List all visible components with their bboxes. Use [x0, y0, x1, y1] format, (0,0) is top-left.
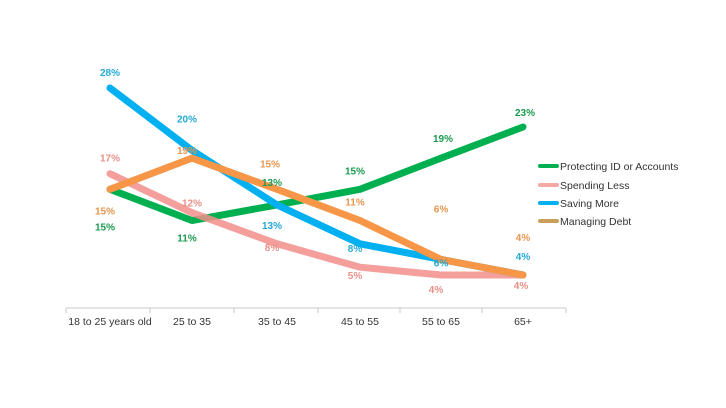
x-tick-label: 65+ [514, 316, 532, 328]
x-axis-ticks: 18 to 25 years old 25 to 35 35 to 45 45 to … [65, 308, 567, 328]
x-tick-label: 55 to 65 [422, 316, 460, 328]
data-label-protecting-id-or-accounts: 15% [345, 166, 365, 177]
data-label-spending-less: 8% [265, 243, 280, 254]
legend-label-spending-less: Spending Less [560, 180, 629, 192]
data-label-protecting-id-or-accounts: 13% [262, 178, 282, 189]
series-line-protecting-id-or-accounts [106, 123, 527, 224]
legend-label-saving-more: Saving More [560, 198, 619, 210]
data-labels: 15% 11% 13% 15% 19% 23% 17% 12% 8% 5% 4% 4% 28% 20% 13… [95, 68, 535, 296]
data-label-spending-less: 4% [429, 285, 444, 296]
data-label-spending-less: 17% [100, 154, 120, 165]
x-tick-label: 35 to 45 [258, 316, 296, 328]
data-label-spending-less: 4% [514, 281, 529, 292]
x-tick-label: 45 to 55 [341, 316, 379, 328]
series-line-spending-less [106, 170, 527, 279]
data-label-managing-debt: 19% [177, 146, 197, 157]
series-line-managing-debt [106, 154, 527, 279]
data-label-spending-less: 12% [182, 199, 202, 210]
data-label-protecting-id-or-accounts: 19% [433, 134, 453, 145]
data-label-saving-more: 6% [434, 258, 449, 269]
x-tick-label: 18 to 25 years old [68, 316, 152, 328]
data-label-managing-debt: 4% [516, 233, 531, 244]
data-label-protecting-id-or-accounts: 23% [515, 108, 535, 119]
data-label-protecting-id-or-accounts: 11% [177, 233, 197, 244]
legend-label-protecting-id-or-accounts: Protecting ID or Accounts [560, 161, 678, 173]
data-label-managing-debt: 11% [345, 197, 365, 208]
data-label-protecting-id-or-accounts: 15% [95, 222, 115, 233]
data-label-spending-less: 5% [348, 271, 363, 282]
data-label-saving-more: 4% [516, 252, 531, 263]
series-lines [106, 84, 527, 279]
data-label-saving-more: 13% [262, 221, 282, 232]
series-line-saving-more [106, 84, 527, 279]
data-label-saving-more: 8% [348, 244, 363, 255]
data-label-managing-debt: 15% [260, 159, 280, 170]
legend: Protecting ID or Accounts Spending Less Sa… [538, 161, 678, 228]
data-label-saving-more: 20% [177, 114, 197, 125]
legend-label-managing-debt: Managing Debt [560, 216, 631, 228]
data-label-managing-debt: 6% [434, 204, 449, 215]
x-tick-label: 25 to 35 [173, 316, 211, 328]
data-label-saving-more: 28% [100, 68, 120, 79]
data-label-managing-debt: 15% [95, 206, 115, 217]
